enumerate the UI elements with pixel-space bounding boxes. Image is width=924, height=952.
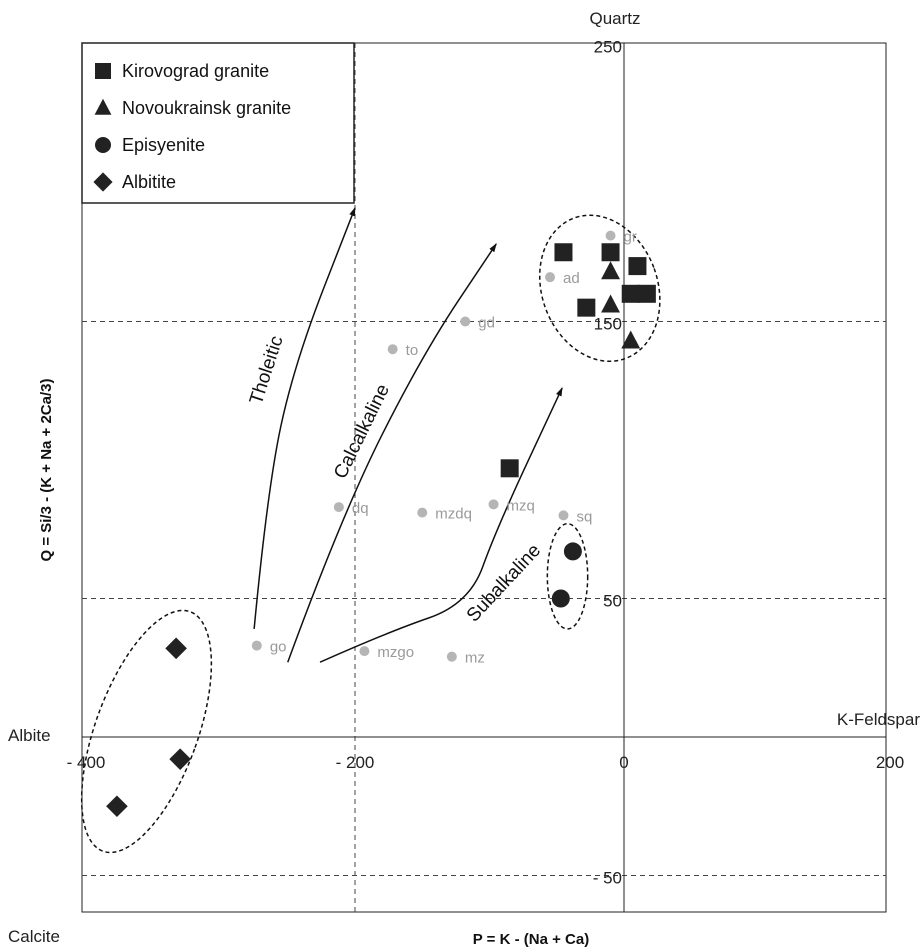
legend-label-novoukrainsk-granite: Novoukrainsk granite: [122, 98, 291, 118]
reference-point: [388, 344, 398, 354]
legend-label-episyenite: Episyenite: [122, 135, 205, 155]
reference-point: [359, 646, 369, 656]
data-point-albitite: [169, 748, 191, 770]
reference-label: gd: [478, 315, 495, 332]
reference-point: [417, 508, 427, 518]
legend-label-kirovograd-granite: Kirovograd granite: [122, 61, 269, 81]
x-tick-label: - 400: [67, 753, 106, 772]
data-point-kirovograd-granite: [638, 285, 656, 303]
x-tick-label: 200: [876, 753, 904, 772]
reference-label: mz: [465, 650, 485, 667]
data-point-kirovograd-granite: [628, 257, 646, 275]
data-point-episyenite: [564, 542, 582, 560]
reference-label: to: [406, 342, 419, 359]
x-tick-label: - 200: [336, 753, 375, 772]
reference-label: sq: [576, 508, 592, 525]
x-tick-label: 0: [619, 753, 628, 772]
corner-label-left: Albite: [8, 726, 51, 745]
corner-label-bottom-left: Calcite: [8, 927, 60, 946]
reference-point: [489, 499, 499, 509]
trend-line-calcalkaline: [288, 244, 496, 662]
reference-label: mzq: [507, 497, 535, 514]
legend-marker-kirovograd-granite: [95, 63, 111, 79]
data-point-kirovograd-granite: [622, 285, 640, 303]
corner-label-top: Quartz: [589, 9, 640, 28]
reference-label: mzdq: [435, 506, 472, 523]
data-point-albitite: [165, 638, 187, 660]
reference-label: gr: [624, 229, 637, 246]
trend-label-tholeitic: Tholeitic: [246, 333, 288, 407]
trend-line-tholeitic: [254, 208, 355, 629]
data-point-kirovograd-granite: [501, 459, 519, 477]
group-ellipse: [547, 524, 587, 629]
data-point-kirovograd-granite: [602, 243, 620, 261]
data-point-albitite: [106, 795, 128, 817]
reference-label: mzgo: [377, 644, 414, 661]
reference-point: [545, 272, 555, 282]
y-tick-label: 150: [594, 315, 622, 334]
reference-label: ad: [563, 270, 580, 287]
data-point-kirovograd-granite: [577, 299, 595, 317]
corner-label-right: K-Feldspar: [837, 710, 920, 729]
y-axis-title: Q = Si/3 - (K + Na + 2Ca/3): [38, 379, 55, 562]
reference-point: [334, 502, 344, 512]
data-point-kirovograd-granite: [554, 243, 572, 261]
reference-label: go: [270, 639, 287, 656]
y-tick-label: 50: [603, 592, 622, 611]
data-point-episyenite: [552, 590, 570, 608]
reference-point: [460, 317, 470, 327]
x-axis-title: P = K - (Na + Ca): [473, 931, 589, 948]
y-tick-label: 250: [594, 38, 622, 57]
reference-point: [252, 641, 262, 651]
data-point-novoukrainsk-granite: [601, 295, 620, 313]
legend-marker-episyenite: [95, 137, 111, 153]
reference-label: dq: [352, 500, 369, 517]
legend: Kirovograd granite Novoukrainsk granite Ep…: [82, 43, 354, 203]
legend-label-albitite: Albitite: [122, 172, 176, 192]
data-point-novoukrainsk-granite: [601, 261, 620, 279]
reference-point: [558, 510, 568, 520]
reference-point: [606, 231, 616, 241]
y-tick-label: - 50: [593, 869, 622, 888]
reference-point: [447, 652, 457, 662]
